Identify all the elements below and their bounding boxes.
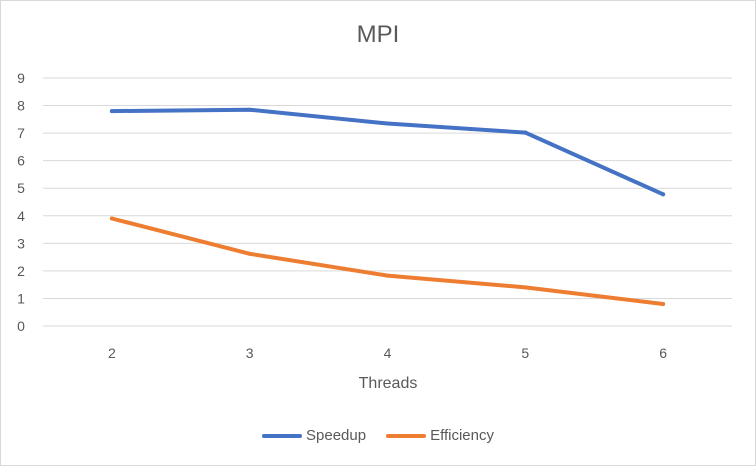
series-line-efficiency[interactable] (109, 216, 666, 306)
data-point-speedup[interactable] (247, 107, 252, 112)
legend-swatch-efficiency (386, 433, 427, 438)
y-tick-label: 6 (17, 153, 25, 169)
legend-label-efficiency: Efficiency (430, 427, 494, 444)
chart-title: MPI (356, 21, 400, 48)
y-tick-label: 4 (17, 208, 25, 224)
x-tick-label: 2 (108, 345, 116, 361)
data-point-efficiency[interactable] (523, 285, 528, 290)
y-tick-label: 9 (17, 70, 25, 86)
data-point-efficiency[interactable] (109, 216, 114, 221)
x-axis-title: Threads (359, 375, 418, 392)
legend-swatch-speedup (262, 433, 302, 438)
y-tick-label: 1 (17, 290, 25, 306)
x-tick-label: 5 (521, 345, 529, 361)
y-tick-label: 8 (17, 98, 25, 114)
y-tick-label: 3 (17, 235, 25, 251)
legend: Speedup Efficiency (1, 427, 755, 444)
y-tick-label: 7 (17, 125, 25, 141)
y-tick-label: 5 (17, 180, 25, 196)
x-tick-label: 4 (384, 345, 392, 361)
data-point-efficiency[interactable] (661, 301, 666, 306)
y-tick-label: 2 (17, 263, 25, 279)
x-tick-label: 6 (659, 345, 667, 361)
y-tick-label: 0 (17, 318, 25, 334)
legend-item-speedup[interactable]: Speedup (262, 427, 366, 444)
data-point-efficiency[interactable] (247, 251, 252, 256)
data-point-speedup[interactable] (109, 109, 114, 114)
legend-label-speedup: Speedup (306, 427, 367, 444)
data-point-efficiency[interactable] (385, 273, 390, 278)
legend-item-efficiency[interactable]: Efficiency (386, 427, 494, 444)
x-tick-label: 3 (246, 345, 254, 361)
data-point-speedup[interactable] (661, 192, 666, 197)
data-point-speedup[interactable] (523, 130, 528, 135)
data-point-speedup[interactable] (385, 121, 390, 126)
